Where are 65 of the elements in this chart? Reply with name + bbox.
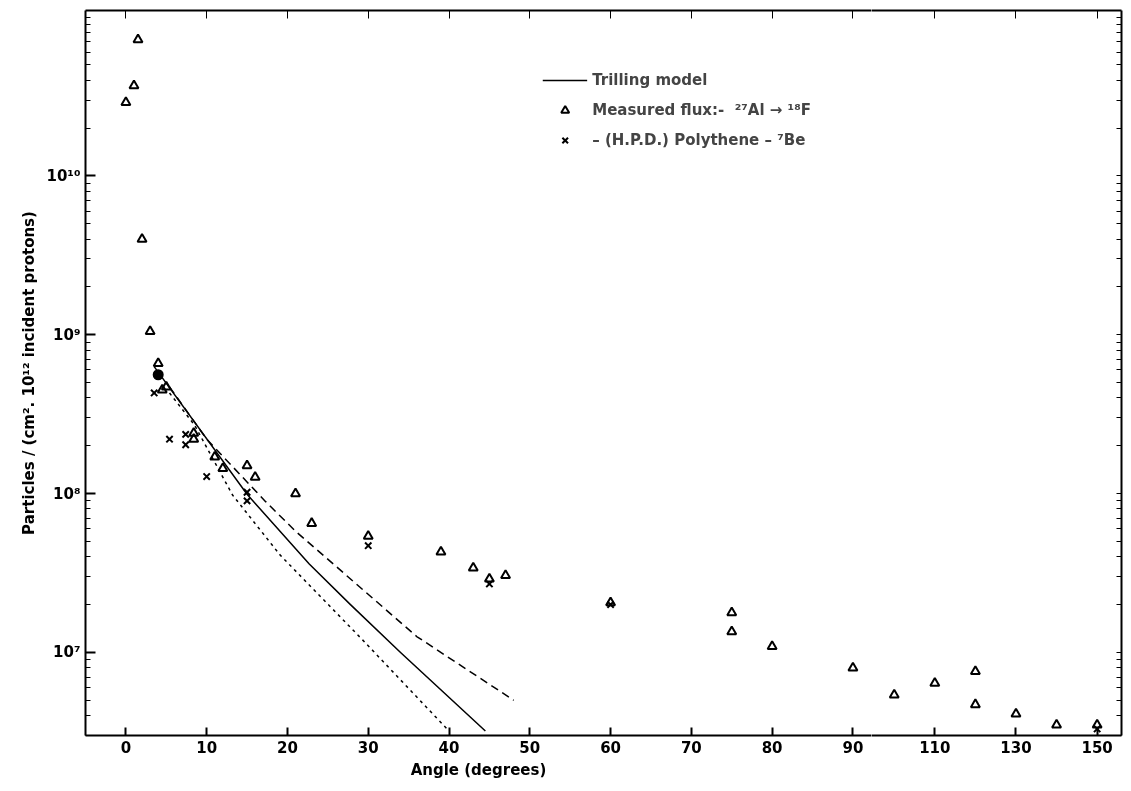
point [1092,724,1102,734]
y-tick-label: 10⁸ [53,484,81,503]
point [188,427,200,437]
point [969,665,981,675]
point [969,698,981,709]
legend-label: Trilling model [592,71,708,89]
point [188,433,200,443]
x-tick-label: 40 [438,738,460,757]
point [120,96,132,107]
point [152,369,164,381]
x-tick-label: 70 [680,738,702,757]
y-tick-label: 10¹⁰ [46,166,81,185]
point [726,625,738,636]
x-tick-label: 90 [842,738,864,757]
y-axis-title: Particles / (cm². 10¹² incident protons) [20,211,39,535]
point [435,545,447,556]
legend-label: Measured flux:- ²⁷Al → ¹⁸F [592,101,811,119]
legend-label: – (H.P.D.) Polythene – ⁷Be [592,131,806,149]
point [483,572,495,583]
point [181,440,190,449]
point [929,677,941,687]
point [362,529,374,540]
point [132,33,144,44]
point [1051,718,1063,729]
y-tick-label: 10⁹ [53,325,81,344]
x-tick-label: 10 [196,738,218,757]
point [181,430,190,439]
point [165,435,174,444]
y-tick-label: 10⁷ [53,643,81,662]
point [249,470,261,481]
point [467,561,479,572]
x-tick-label: 80 [761,738,783,757]
point [160,380,172,391]
point [136,232,148,243]
point [241,459,253,470]
x-tick-label: 110 [919,738,951,757]
point [306,517,318,527]
x-tick-label: 130 [1000,738,1032,757]
point [1091,718,1103,729]
x-tick-label: 150 [1081,738,1113,757]
point [128,79,140,90]
point [217,462,229,473]
x-tick-label: 50 [519,738,541,757]
point [888,688,900,699]
point [242,488,252,497]
point [605,596,617,607]
x-tick-label: 30 [357,738,379,757]
point [202,472,211,481]
x-tick-label: 20 [277,738,298,757]
point [766,640,778,651]
point [149,388,159,398]
point [290,487,302,498]
x-axis-title: Angle (degrees) [410,760,547,779]
point [847,661,859,672]
point [156,383,168,394]
point [209,450,221,461]
point [144,325,156,335]
point [1010,707,1022,718]
point [606,600,615,609]
x-tick-label: 60 [600,738,622,757]
point [242,496,252,506]
point [726,606,738,617]
point [152,357,164,368]
point [500,569,512,580]
x-tick-label: 0 [120,738,132,757]
